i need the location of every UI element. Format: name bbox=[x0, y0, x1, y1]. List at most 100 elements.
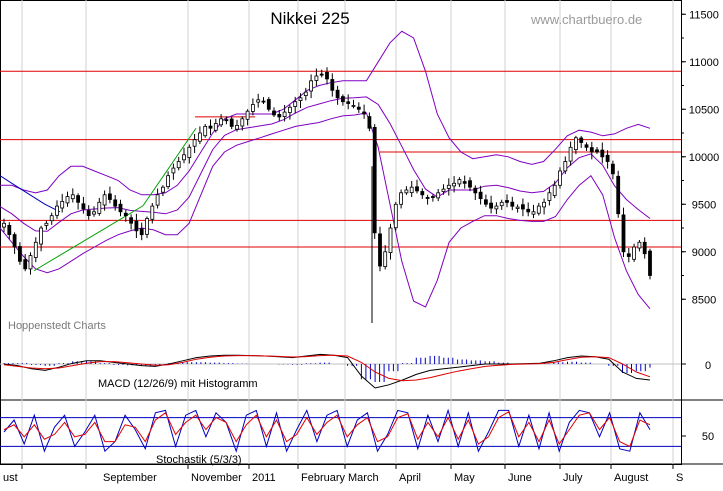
candle-body-up bbox=[33, 241, 38, 258]
candle-body-down bbox=[139, 228, 144, 236]
x-tick-label: 2011 bbox=[252, 472, 276, 484]
candle-body-up bbox=[558, 170, 562, 186]
candle-body-up bbox=[145, 218, 149, 235]
candle-body-up bbox=[399, 192, 404, 205]
trend-line bbox=[33, 205, 144, 272]
candle-body-down bbox=[505, 200, 509, 203]
candle-body-down bbox=[626, 253, 631, 257]
candle-body-down bbox=[616, 175, 621, 215]
candle-body-up bbox=[2, 222, 6, 228]
candle-body-down bbox=[123, 212, 128, 217]
candle-body-up bbox=[568, 146, 573, 162]
candle-body-up bbox=[637, 241, 642, 249]
candle-body-down bbox=[611, 163, 615, 175]
candle-body-up bbox=[409, 186, 414, 193]
stoch-level-label: 50 bbox=[702, 431, 714, 443]
candle-body-up bbox=[632, 246, 636, 260]
candle-body-up bbox=[245, 110, 250, 120]
bollinger-lower-band bbox=[0, 112, 651, 310]
stoch-title: Stochastik (5/3/3) bbox=[156, 454, 242, 466]
candle-body-down bbox=[319, 73, 324, 76]
candle-body-down bbox=[224, 119, 229, 122]
candle-body-up bbox=[213, 123, 218, 131]
candle-body-up bbox=[404, 189, 409, 194]
candle-body-down bbox=[367, 116, 372, 129]
candle-body-up bbox=[515, 206, 520, 209]
candle-body-down bbox=[589, 147, 594, 153]
candle-body-up bbox=[351, 105, 356, 107]
x-tick-label: June bbox=[508, 472, 532, 484]
macd-signal-line bbox=[3, 354, 651, 382]
candle-body-down bbox=[134, 220, 139, 232]
candle-body-up bbox=[303, 91, 308, 96]
candle-layer bbox=[2, 67, 652, 323]
candle-body-down bbox=[605, 154, 610, 162]
candle-body-down bbox=[118, 203, 123, 213]
candle-body-down bbox=[489, 202, 494, 209]
candle-body-up bbox=[298, 97, 303, 102]
candle-body-down bbox=[378, 233, 382, 267]
candle-body-up bbox=[536, 205, 541, 214]
candle-body-down bbox=[229, 118, 234, 127]
x-tick-label: S bbox=[676, 472, 683, 484]
candle-body-up bbox=[155, 194, 160, 206]
candle-body-down bbox=[129, 217, 134, 224]
candle-body-down bbox=[648, 250, 652, 276]
candle-body-up bbox=[176, 161, 181, 169]
candle-body-down bbox=[76, 195, 80, 203]
text-layer: Nikkei 225 www.chartbuero.de Hoppenstedt… bbox=[3, 9, 719, 484]
candle-body-down bbox=[23, 259, 28, 270]
macd-line bbox=[3, 353, 651, 389]
candle-body-up bbox=[494, 205, 499, 210]
watermark: www.chartbuero.de bbox=[530, 12, 642, 27]
candle-body-down bbox=[266, 99, 271, 110]
candle-body-up bbox=[293, 101, 298, 107]
candle-body-down bbox=[584, 144, 589, 148]
candle-body-down bbox=[113, 199, 118, 207]
moving-average-line bbox=[0, 175, 61, 213]
x-tick-label: July bbox=[563, 472, 583, 484]
candle-body-up bbox=[309, 80, 314, 92]
candle-body-down bbox=[478, 191, 483, 199]
candle-body-down bbox=[642, 241, 647, 255]
bollinger-middle-band bbox=[0, 96, 651, 232]
candle-body-down bbox=[261, 100, 266, 103]
candle-body-down bbox=[325, 72, 329, 80]
stoch-k-line bbox=[3, 408, 651, 453]
plot-frame bbox=[0, 0, 682, 465]
source-label: Hoppenstedt Charts bbox=[8, 320, 106, 332]
y-tick-label: 11500 bbox=[689, 9, 719, 21]
candle-body-down bbox=[510, 201, 515, 207]
candle-body-up bbox=[383, 251, 388, 268]
macd-title: MACD (12/26/9) mit Histogramm bbox=[98, 378, 258, 390]
chart-title: Nikkei 225 bbox=[270, 9, 349, 28]
candle-body-up bbox=[197, 132, 202, 142]
candle-body-down bbox=[330, 79, 335, 91]
candle-body-down bbox=[462, 181, 467, 184]
candle-body-up bbox=[160, 186, 165, 193]
candle-body-up bbox=[250, 104, 255, 112]
candle-body-down bbox=[526, 208, 531, 213]
candle-body-up bbox=[166, 175, 171, 187]
candle-body-up bbox=[441, 188, 446, 193]
candle-body-down bbox=[277, 114, 282, 118]
candle-body-up bbox=[39, 227, 43, 245]
candle-body-up bbox=[436, 192, 441, 199]
x-tick-label: August bbox=[614, 472, 648, 484]
macd-zero-label: 0 bbox=[705, 360, 711, 372]
bollinger-upper-band bbox=[0, 30, 651, 196]
candle-body-down bbox=[335, 89, 340, 99]
candle-body-up bbox=[531, 211, 536, 215]
stoch-d-line bbox=[3, 411, 651, 448]
x-tick-label: March bbox=[348, 472, 379, 484]
candle-body-down bbox=[356, 106, 361, 110]
candle-body-up bbox=[171, 167, 176, 174]
candle-body-down bbox=[346, 101, 351, 104]
candle-body-up bbox=[282, 111, 287, 117]
candle-body-down bbox=[12, 234, 17, 248]
x-tick-label: November bbox=[191, 472, 242, 484]
candle-body-down bbox=[415, 186, 419, 192]
trend-line-upper bbox=[142, 127, 197, 207]
candle-body-down bbox=[81, 203, 86, 210]
